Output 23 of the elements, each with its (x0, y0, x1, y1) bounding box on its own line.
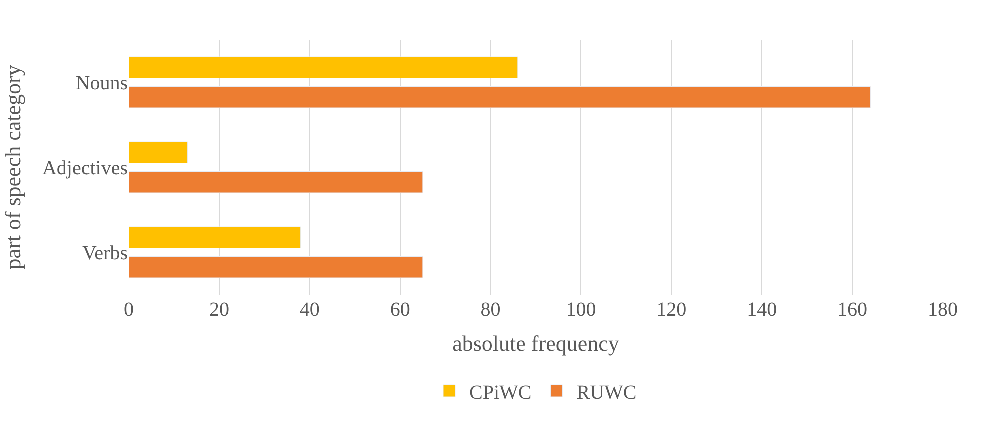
x-tick-label: 80 (480, 299, 501, 321)
bar (129, 226, 302, 248)
y-axis-title: part of speech category (0, 65, 26, 270)
bar (129, 56, 518, 78)
bar (129, 256, 424, 278)
x-tick-label: 40 (300, 299, 320, 321)
legend-label: CPiWC (470, 382, 532, 404)
x-tick-label: 0 (124, 299, 134, 321)
x-tick-label: 160 (838, 299, 868, 321)
y-tick-label: Verbs (82, 242, 128, 264)
bar (129, 172, 424, 194)
x-tick-label: 140 (747, 299, 778, 321)
x-tick-label: 120 (656, 299, 687, 321)
x-tick-label: 20 (209, 299, 230, 321)
bar (129, 142, 188, 164)
y-tick-label: Adjectives (42, 158, 128, 180)
x-tick-label: 60 (390, 299, 410, 321)
x-axis-title: absolute frequency (452, 330, 620, 356)
y-tick-label: Nouns (76, 72, 128, 94)
legend-label: RUWC (576, 382, 637, 404)
bar (129, 86, 871, 108)
x-tick-label: 100 (566, 299, 596, 321)
x-tick-label: 180 (928, 299, 958, 321)
